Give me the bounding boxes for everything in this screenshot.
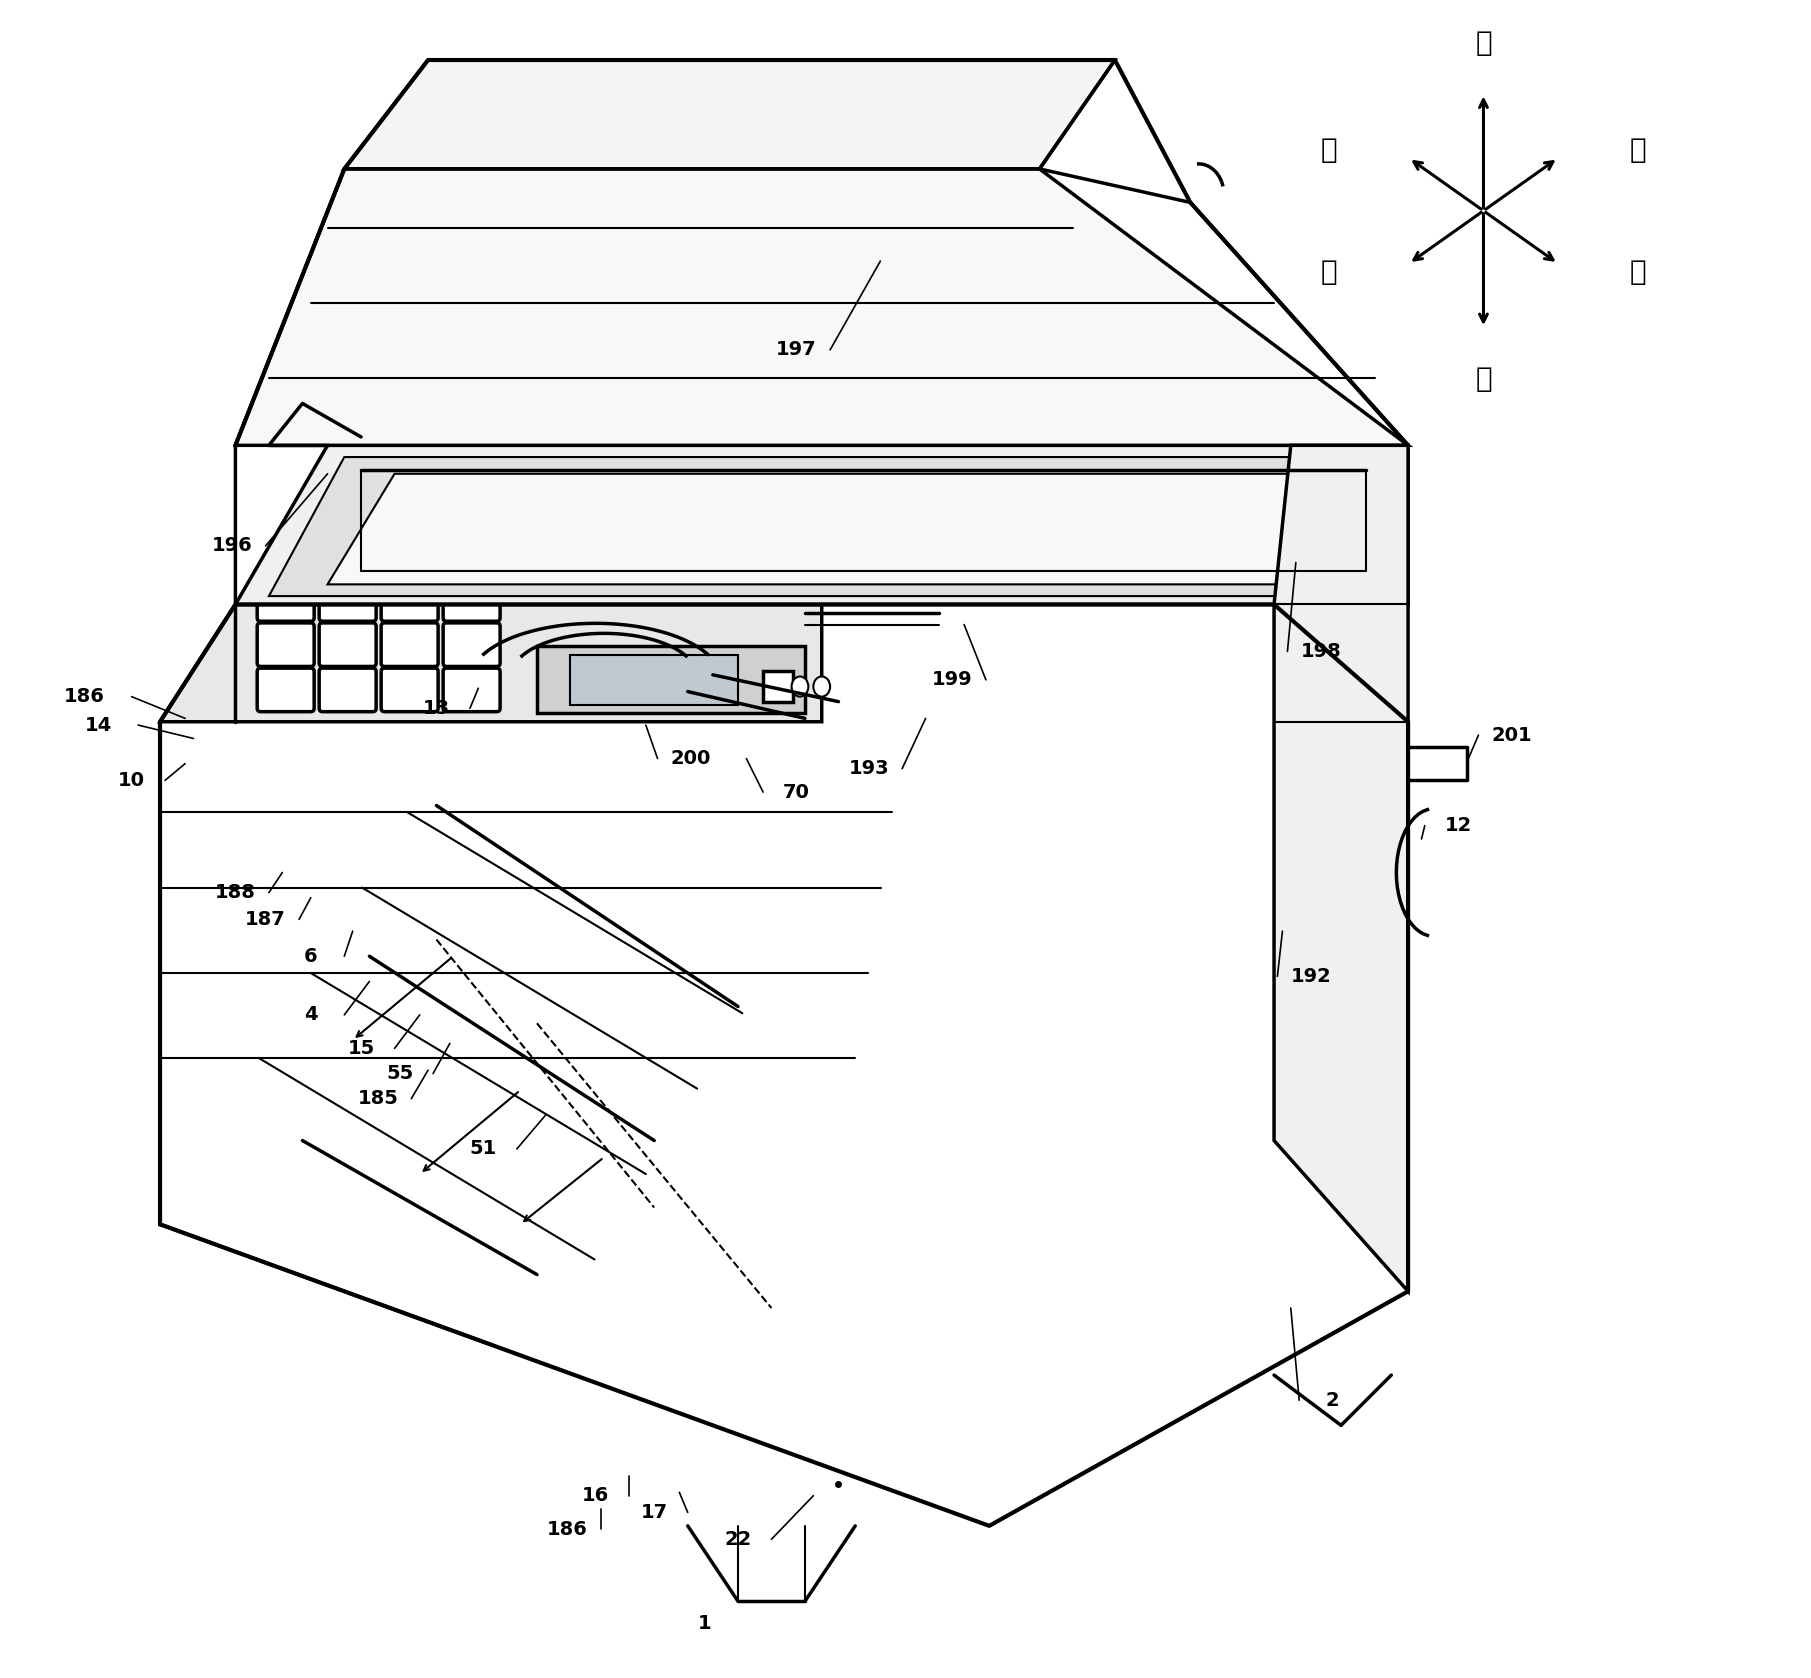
FancyBboxPatch shape	[380, 668, 438, 711]
Polygon shape	[235, 445, 1409, 604]
Text: 192: 192	[1291, 967, 1331, 987]
FancyBboxPatch shape	[319, 668, 377, 711]
Text: 186: 186	[547, 1520, 587, 1539]
Text: 200: 200	[670, 748, 712, 769]
Text: 22: 22	[724, 1530, 752, 1549]
Text: 196: 196	[212, 537, 252, 555]
Text: 下: 下	[1476, 364, 1492, 393]
Polygon shape	[344, 60, 1116, 169]
Text: 13: 13	[424, 698, 449, 718]
Text: 前: 前	[1320, 258, 1337, 285]
Text: 6: 6	[304, 946, 317, 967]
Polygon shape	[1275, 445, 1409, 1292]
Text: 201: 201	[1492, 725, 1532, 745]
Text: 15: 15	[348, 1039, 375, 1057]
Text: 198: 198	[1300, 643, 1342, 661]
FancyBboxPatch shape	[257, 668, 313, 711]
FancyBboxPatch shape	[319, 623, 377, 666]
FancyBboxPatch shape	[319, 577, 377, 621]
Polygon shape	[328, 473, 1358, 584]
Polygon shape	[570, 654, 737, 705]
FancyBboxPatch shape	[380, 577, 438, 621]
Text: 右: 右	[1630, 258, 1646, 285]
Text: 左: 左	[1320, 136, 1337, 164]
Text: 197: 197	[777, 341, 817, 359]
Text: 14: 14	[85, 715, 112, 735]
Text: 193: 193	[848, 758, 889, 779]
Text: 187: 187	[244, 909, 286, 930]
Polygon shape	[159, 604, 822, 722]
FancyBboxPatch shape	[444, 668, 500, 711]
Ellipse shape	[791, 676, 808, 696]
Text: 10: 10	[118, 770, 145, 790]
Text: 16: 16	[581, 1487, 608, 1505]
FancyBboxPatch shape	[762, 671, 793, 701]
Text: 17: 17	[641, 1503, 668, 1522]
FancyBboxPatch shape	[380, 623, 438, 666]
Text: 70: 70	[782, 782, 810, 802]
Polygon shape	[268, 456, 1387, 596]
Text: 185: 185	[357, 1089, 398, 1107]
Text: 51: 51	[469, 1139, 496, 1158]
Text: 188: 188	[216, 883, 255, 903]
Polygon shape	[235, 169, 1409, 445]
Text: 2: 2	[1326, 1391, 1340, 1410]
Text: 1: 1	[697, 1614, 712, 1633]
Ellipse shape	[813, 676, 829, 696]
Text: 12: 12	[1445, 816, 1472, 836]
Text: 55: 55	[386, 1064, 413, 1082]
FancyBboxPatch shape	[444, 577, 500, 621]
FancyBboxPatch shape	[257, 623, 313, 666]
Polygon shape	[536, 646, 804, 713]
FancyBboxPatch shape	[257, 577, 313, 621]
Text: 上: 上	[1476, 29, 1492, 57]
Text: 后: 后	[1630, 136, 1646, 164]
Text: 4: 4	[304, 1005, 317, 1024]
Text: 199: 199	[933, 670, 973, 690]
Text: 186: 186	[63, 686, 105, 706]
FancyBboxPatch shape	[444, 623, 500, 666]
